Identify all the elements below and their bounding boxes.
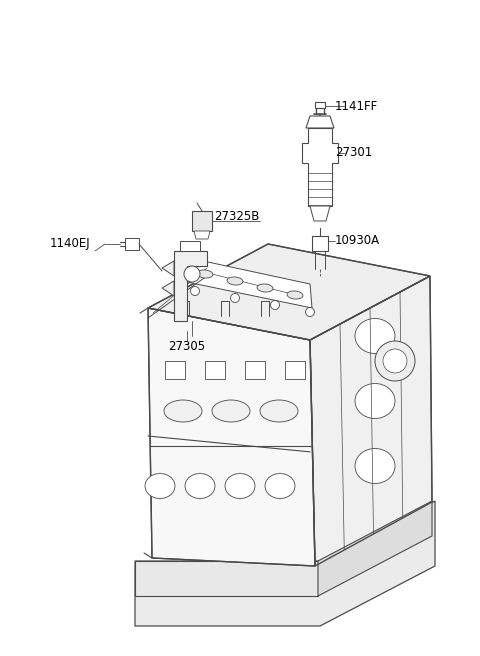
Ellipse shape [227,277,243,285]
Ellipse shape [225,474,255,499]
Circle shape [271,300,279,310]
Polygon shape [194,231,210,239]
Ellipse shape [257,284,273,292]
Polygon shape [310,276,432,566]
Circle shape [305,308,314,316]
Text: 27301: 27301 [335,146,372,159]
Ellipse shape [355,319,395,354]
Polygon shape [180,241,200,251]
Polygon shape [205,361,225,379]
Circle shape [375,341,415,381]
Polygon shape [148,244,430,340]
Text: 10930A: 10930A [335,234,380,247]
Polygon shape [135,501,435,626]
Polygon shape [285,361,305,379]
Polygon shape [302,128,338,206]
Polygon shape [318,501,432,596]
Polygon shape [174,251,207,321]
Circle shape [191,287,200,295]
Polygon shape [315,102,325,108]
Text: 27325B: 27325B [214,209,259,222]
Ellipse shape [287,291,303,299]
Polygon shape [162,261,174,276]
Polygon shape [148,308,315,566]
Circle shape [230,293,240,302]
Polygon shape [180,256,312,308]
Polygon shape [306,116,334,128]
Ellipse shape [145,474,175,499]
Polygon shape [192,211,212,231]
Polygon shape [310,206,330,221]
Ellipse shape [197,270,213,278]
Polygon shape [162,281,174,296]
Polygon shape [245,361,265,379]
Text: 27305: 27305 [168,340,205,352]
Polygon shape [312,236,328,251]
Polygon shape [125,238,139,250]
Ellipse shape [355,384,395,419]
Text: 1141FF: 1141FF [335,100,378,112]
Polygon shape [165,361,185,379]
Circle shape [184,266,200,282]
Ellipse shape [185,474,215,499]
Ellipse shape [355,449,395,483]
Ellipse shape [212,400,250,422]
Text: 1140EJ: 1140EJ [49,237,90,251]
Circle shape [383,349,407,373]
Ellipse shape [260,400,298,422]
Ellipse shape [164,400,202,422]
Ellipse shape [265,474,295,499]
Polygon shape [135,561,318,596]
